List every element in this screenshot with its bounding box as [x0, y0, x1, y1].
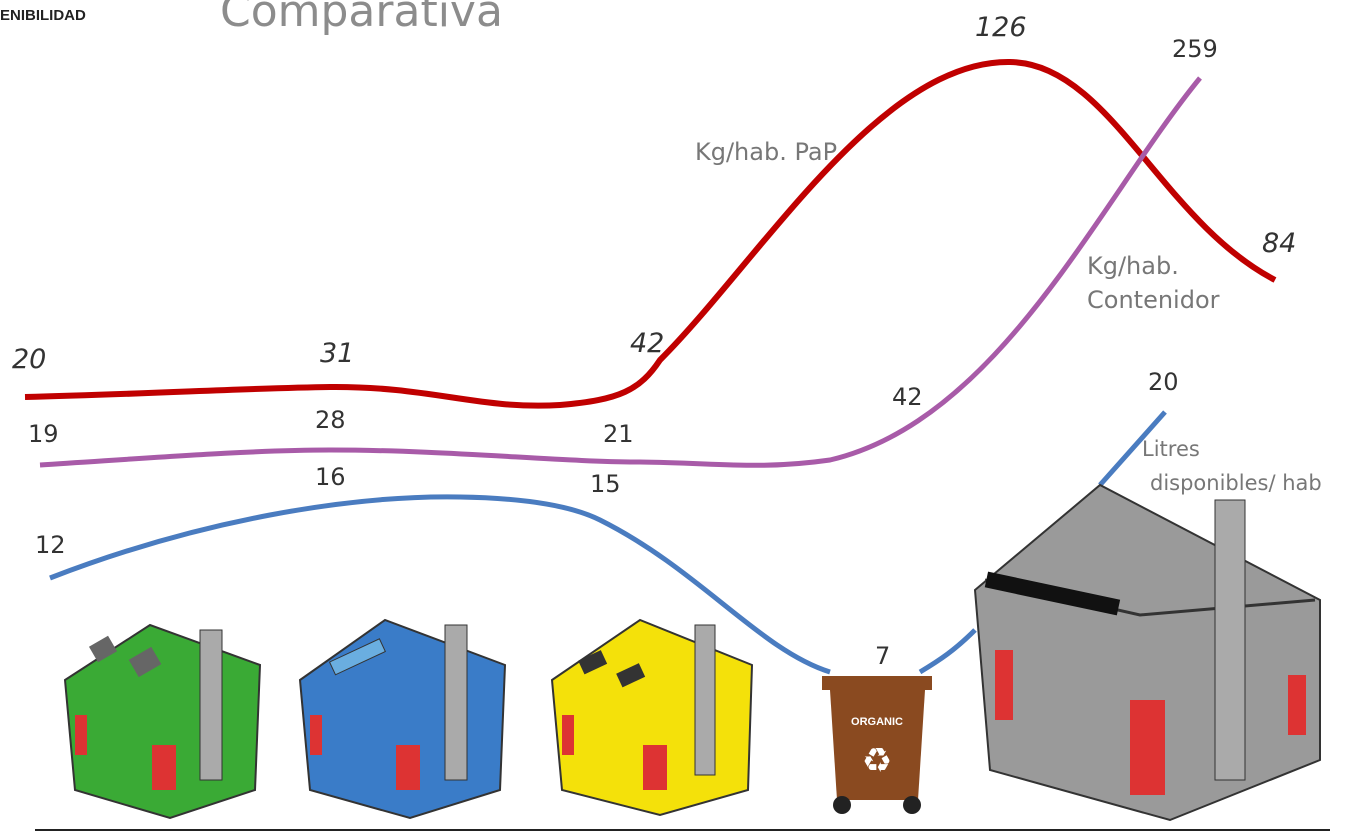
series-label: Kg/hab. PaP	[695, 138, 837, 166]
value-label: 126	[975, 12, 1027, 43]
value-label: 21	[603, 420, 634, 448]
value-label: 42	[892, 383, 923, 411]
line-contenidor	[40, 78, 1200, 465]
value-label: 20	[12, 344, 46, 375]
series-label: Contenidor	[1087, 286, 1220, 314]
title: Comparativa	[220, 0, 503, 37]
svg-text:♻: ♻	[862, 741, 892, 781]
header-tag: ENIBILIDAD	[0, 7, 86, 24]
bin-grey	[975, 485, 1320, 820]
value-label: 20	[1148, 368, 1179, 396]
bin-label: ORGANIC	[851, 716, 903, 728]
slide: ENIBILIDAD Comparativa 20 31 42 126 84 K…	[0, 0, 1348, 835]
value-label: 7	[875, 642, 890, 670]
series-label: disponibles/ hab	[1150, 471, 1322, 495]
bin-blue	[300, 620, 505, 818]
series-label: Kg/hab.	[1087, 252, 1179, 280]
value-label: 19	[28, 420, 59, 448]
value-label: 28	[315, 406, 346, 434]
value-label: 42	[630, 328, 664, 359]
value-label: 15	[590, 470, 621, 498]
value-label: 16	[315, 463, 346, 491]
bin-green	[65, 625, 260, 818]
value-label: 31	[320, 338, 354, 369]
value-label: 12	[35, 531, 66, 559]
bin-organic: ORGANIC ♻	[822, 676, 932, 814]
series-label: Litres	[1142, 437, 1200, 461]
value-label: 259	[1172, 35, 1218, 63]
bin-yellow	[552, 620, 752, 815]
value-label: 84	[1262, 228, 1296, 259]
